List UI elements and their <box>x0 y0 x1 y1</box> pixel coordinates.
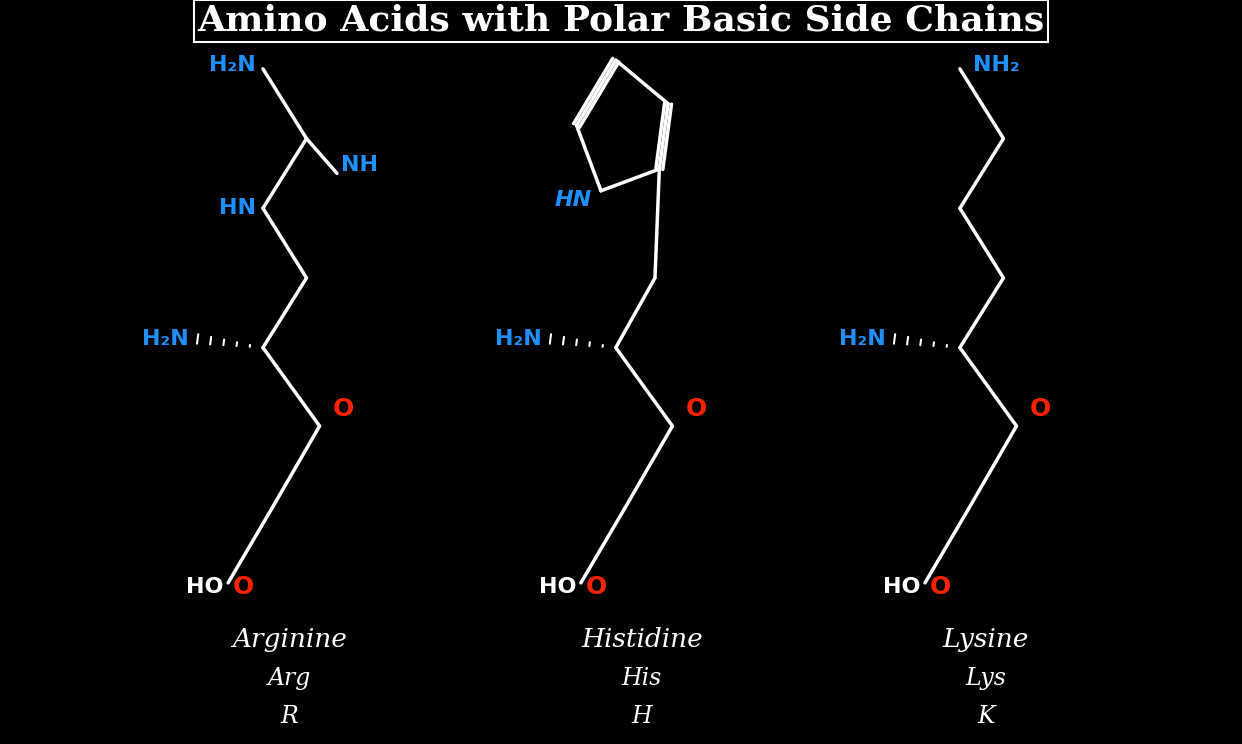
Text: R: R <box>281 705 298 728</box>
Text: HO: HO <box>883 577 920 597</box>
Text: HO: HO <box>186 577 224 597</box>
Text: H₂N: H₂N <box>209 54 256 74</box>
Text: HN: HN <box>555 190 592 210</box>
Text: Amino Acids with Polar Basic Side Chains: Amino Acids with Polar Basic Side Chains <box>197 4 1045 38</box>
Text: His: His <box>622 667 662 690</box>
Text: HN: HN <box>219 198 256 218</box>
Text: NH₂: NH₂ <box>972 54 1020 74</box>
Text: Lys: Lys <box>965 667 1006 690</box>
Text: O: O <box>929 575 950 599</box>
Text: HO: HO <box>539 577 576 597</box>
Text: O: O <box>686 397 707 420</box>
Text: K: K <box>977 705 995 728</box>
Text: N: N <box>606 23 626 47</box>
Text: Arg: Arg <box>267 667 310 690</box>
Text: H: H <box>632 705 652 728</box>
Text: NH: NH <box>342 155 379 175</box>
Text: Histidine: Histidine <box>581 627 703 652</box>
Text: O: O <box>333 397 354 420</box>
Text: H₂N: H₂N <box>840 329 886 349</box>
Text: O: O <box>232 575 253 599</box>
Text: O: O <box>585 575 606 599</box>
Text: Lysine: Lysine <box>943 627 1030 652</box>
Text: O: O <box>1030 397 1051 420</box>
Text: Arginine: Arginine <box>232 627 347 652</box>
Text: H₂N: H₂N <box>142 329 189 349</box>
Text: H₂N: H₂N <box>496 329 542 349</box>
